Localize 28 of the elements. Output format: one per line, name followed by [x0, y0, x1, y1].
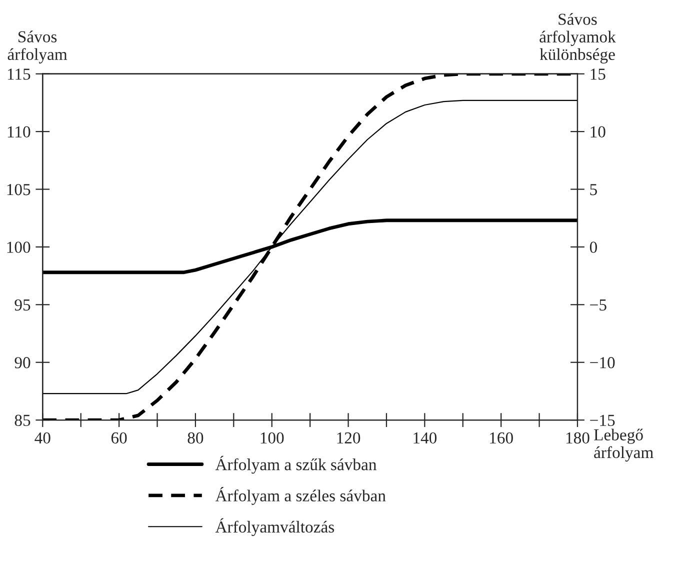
y2-tick-label: −5 — [590, 300, 606, 311]
y2-tick-label: 15 — [590, 68, 606, 80]
legend-label: Árfolyamváltozás — [215, 518, 334, 536]
y-tick-label: 100 — [7, 242, 30, 253]
y-axis-title: Sávos árfolyam — [8, 30, 68, 64]
legend-label: Árfolyam a széles sávban — [215, 487, 386, 505]
x-tick-label: 180 — [566, 432, 590, 444]
y-tick-label: 95 — [14, 299, 30, 311]
x-tick-label: 120 — [337, 432, 360, 444]
x-tick-label: 40 — [34, 432, 50, 444]
y-tick-label: 90 — [14, 357, 30, 368]
y-tick-label: 105 — [7, 184, 30, 196]
x-tick-label: 80 — [188, 432, 204, 444]
y2-tick-label: 0 — [590, 242, 597, 253]
x-axis-title: Lebegő árfolyam — [594, 428, 654, 462]
x-tick-label: 140 — [414, 432, 437, 444]
y2-tick-label: 10 — [590, 126, 606, 138]
x-tick-label: 160 — [490, 432, 513, 444]
y-tick-label: 115 — [8, 68, 30, 80]
y2-tick-label: 5 — [590, 184, 597, 196]
y2-tick-label: −15 — [590, 414, 615, 426]
x-tick-label: 100 — [260, 432, 284, 444]
y-tick-label: 85 — [14, 414, 30, 426]
legend-label: Árfolyam a szűk sávban — [215, 456, 376, 474]
y-tick-label: 110 — [8, 126, 30, 138]
x-tick-label: 60 — [111, 432, 127, 444]
y2-axis-title: Sávos árfolyamok különbsége — [540, 13, 616, 64]
y2-tick-label: −10 — [590, 357, 615, 368]
